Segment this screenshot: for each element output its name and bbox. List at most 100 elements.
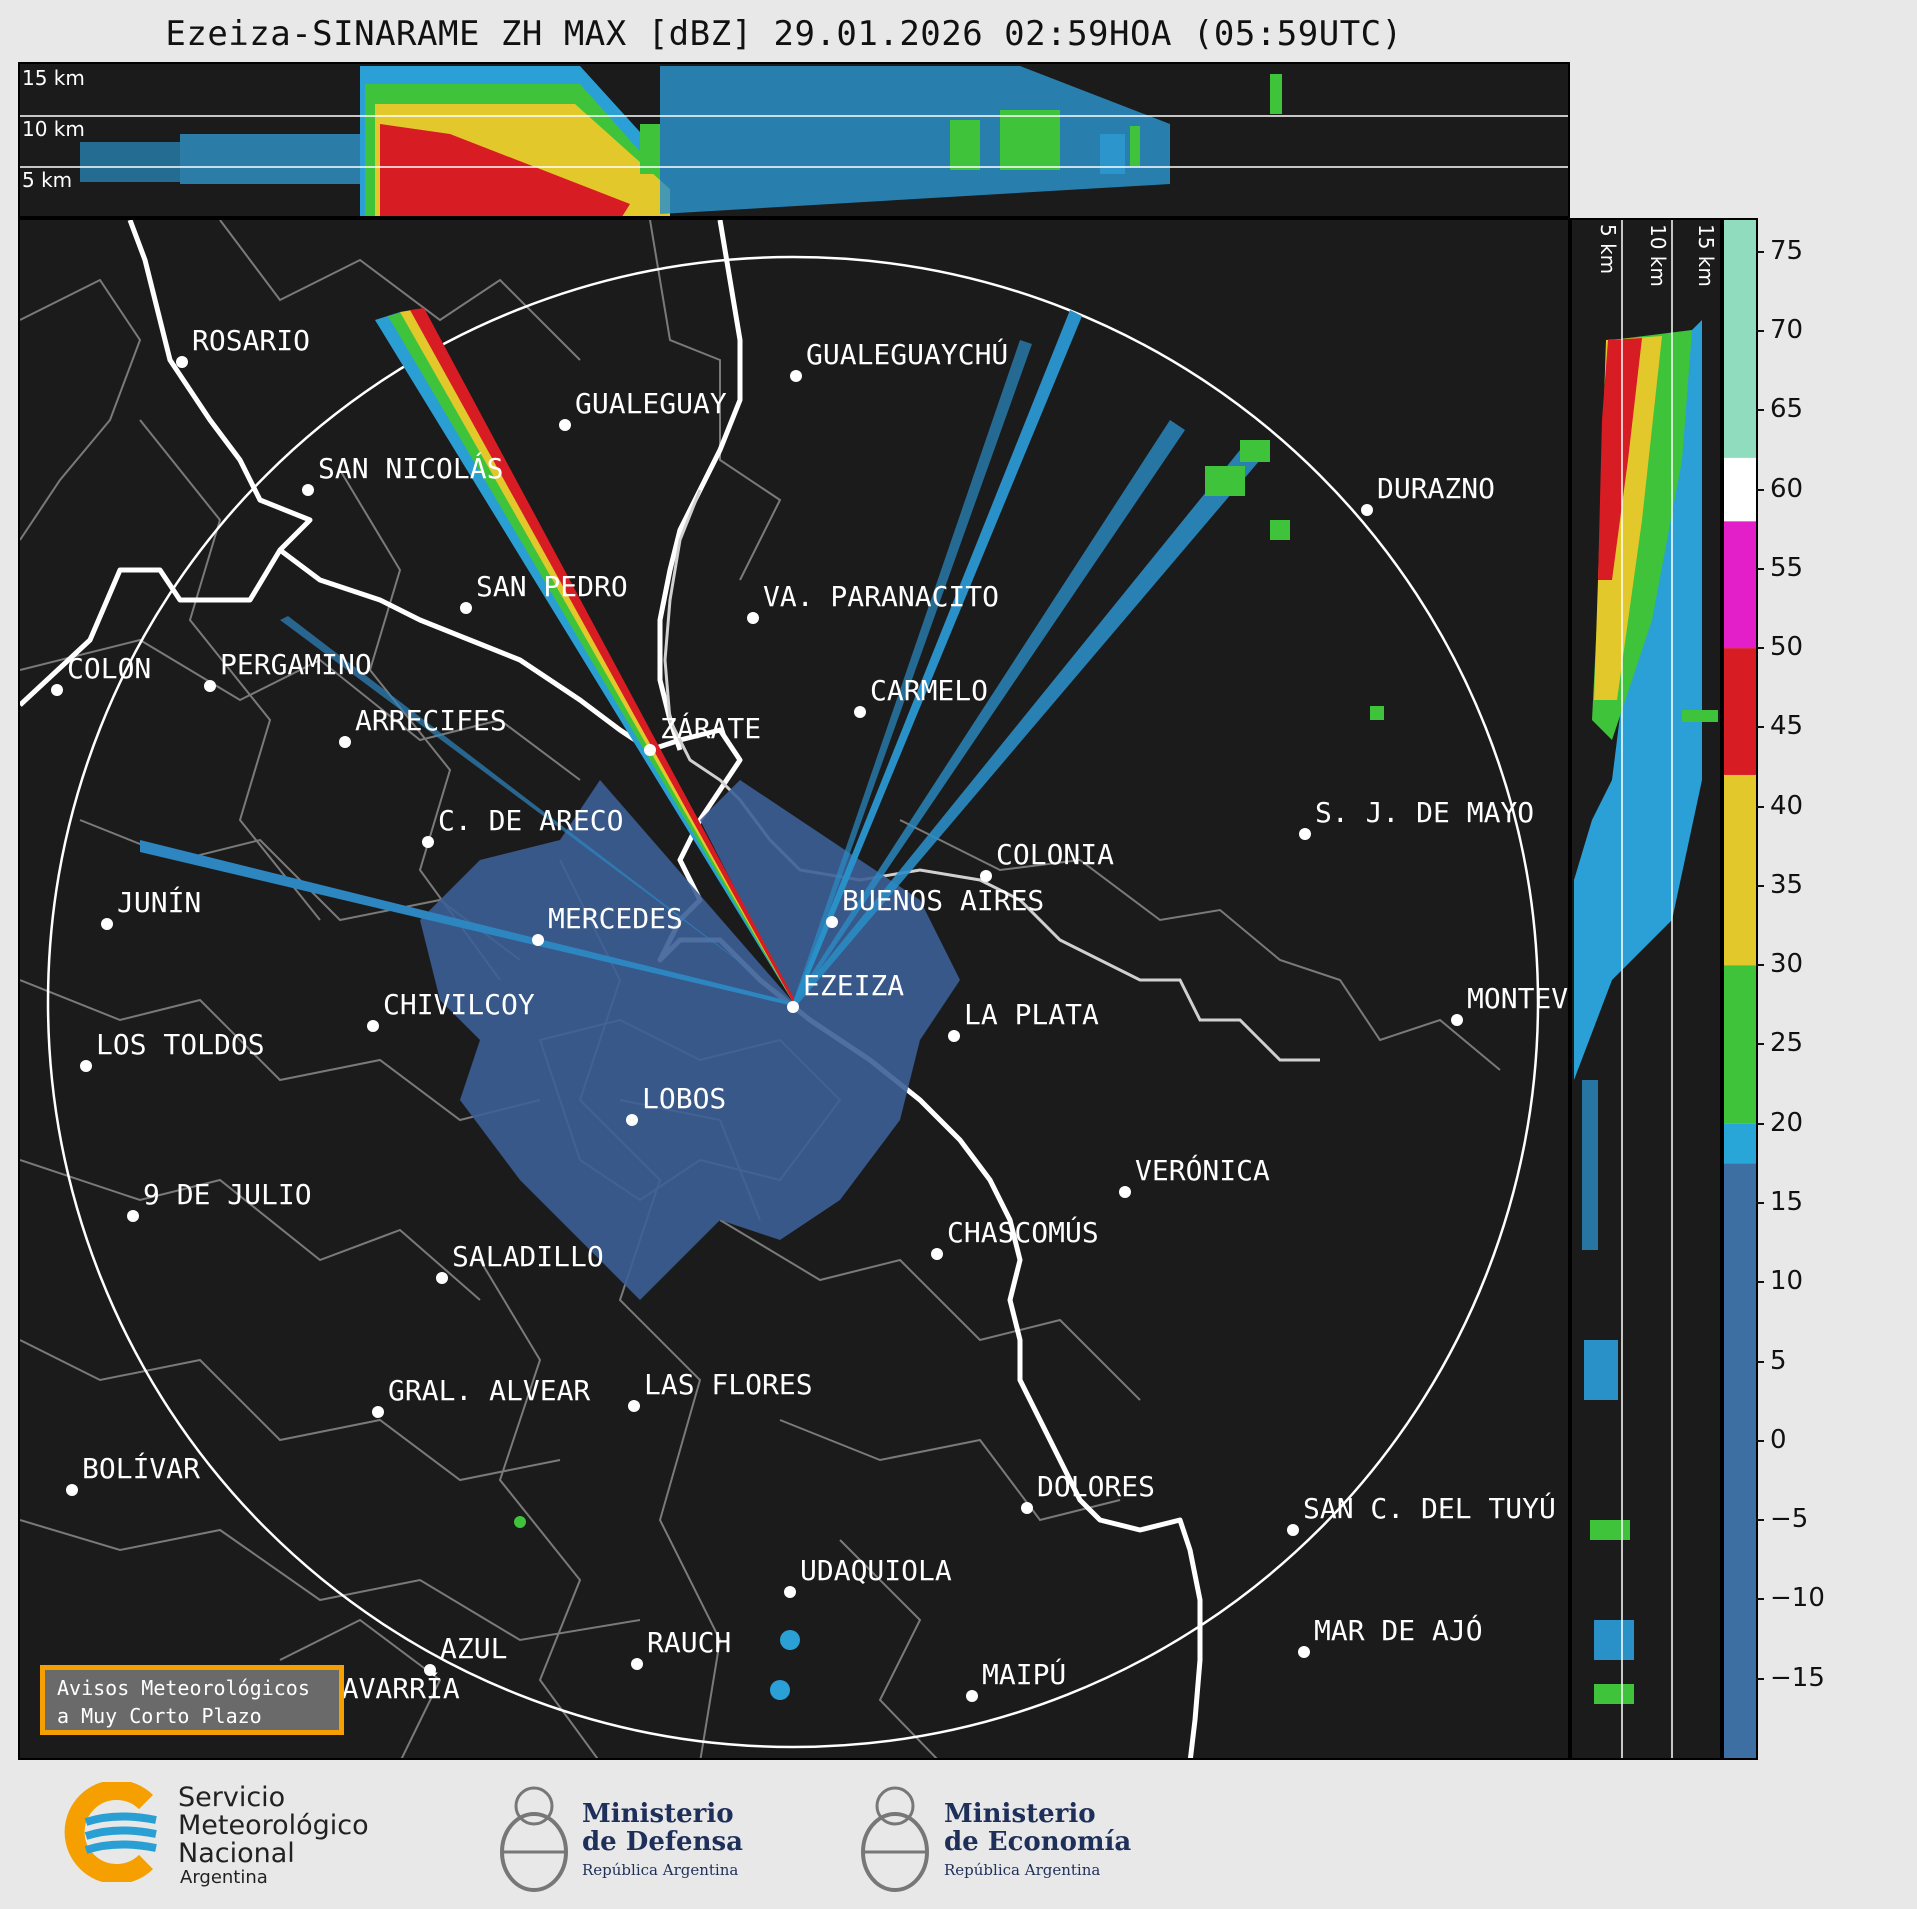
city-dot (424, 1664, 436, 1676)
city-label-dolores: DOLORES (1037, 1470, 1155, 1503)
defensa-line-1: Ministerio (582, 1799, 734, 1829)
economia-line-2: de Economía (944, 1827, 1132, 1857)
colorbar-band (1724, 220, 1756, 458)
city-dot (66, 1484, 78, 1496)
colorbar-tick-label: 45 (1755, 711, 1804, 742)
smn-logo-icon (64, 1782, 157, 1882)
colorbar-tick-label: 50 (1755, 632, 1804, 663)
city-label-durazno: DURAZNO (1377, 472, 1495, 505)
city-label-zarate: ZÁRATE (660, 711, 761, 745)
city-dot (204, 680, 216, 692)
city-dot (626, 1114, 638, 1126)
top-height-label-10: 10 km (22, 117, 85, 141)
colorbar-tick-text: 50 (1770, 632, 1804, 663)
top-height-label-5: 5 km (22, 168, 73, 192)
colorbar-tick-label: 65 (1755, 394, 1804, 425)
city-label-bolivar: BOLÍVAR (82, 1451, 200, 1485)
colorbar-tick-text: 10 (1770, 1266, 1804, 1297)
colorbar-tick-text: −5 (1770, 1504, 1809, 1535)
city-label-chascomus: CHASCOMÚS (947, 1215, 1099, 1249)
city-label-mar-de-ajo: MAR DE AJÓ (1314, 1613, 1483, 1647)
city-label-colonia: COLONIA (996, 838, 1114, 871)
colorbar-band (1724, 1163, 1756, 1758)
city-dot (948, 1030, 960, 1042)
colorbar-tick-text: 65 (1770, 394, 1804, 425)
argentina-shield-icon (500, 1786, 568, 1892)
city-label-arrecifes: ARRECIFES (355, 704, 507, 737)
radar-map-plot: ROSARIO GUALEGUAYCHÚ GUALEGUAY SAN NICOL… (20, 220, 1570, 1758)
colorbar-tick-label: 60 (1755, 473, 1804, 504)
uruguay-coast (663, 489, 1320, 1062)
city-dot (460, 602, 472, 614)
radar-echoes (140, 308, 1384, 1700)
city-label-gualeguay: GUALEGUAY (575, 387, 727, 420)
city-dot (1021, 1502, 1033, 1514)
colorbar-tick-text: 35 (1770, 869, 1804, 900)
map-title: Ezeiza-SINARAME ZH MAX [dBZ] 29.01.2026 … (165, 14, 1403, 54)
city-label-montevideo: MONTEVIDEO (1467, 982, 1570, 1015)
side-echo-band (1574, 320, 1718, 1704)
colorbar-tick-text: 75 (1770, 235, 1804, 266)
colorbar-band (1724, 1123, 1756, 1164)
colorbar-tick-label: −15 (1756, 1662, 1825, 1693)
city-dot (559, 419, 571, 431)
colorbar-tick-text: 25 (1770, 1028, 1804, 1059)
city-label-mercedes: MERCEDES (548, 902, 683, 935)
colorbar-tick-text: −10 (1770, 1583, 1825, 1614)
city-label-rauch: RAUCH (647, 1626, 731, 1659)
colorbar-tick-text: 40 (1770, 790, 1804, 821)
city-dot (532, 934, 544, 946)
smn-line-2: Meteorológico (178, 1810, 369, 1841)
city-label-gualeguaychu: GUALEGUAYCHÚ (806, 337, 1008, 371)
economia-line-3: República Argentina (944, 1861, 1101, 1879)
colorbar-tick-label: 75 (1755, 235, 1804, 266)
city-dot (1119, 1186, 1131, 1198)
notice-box[interactable]: Avisos Meteorológicos a Muy Corto Plazo (40, 1665, 344, 1735)
colorbar-tick-text: −15 (1770, 1662, 1825, 1693)
range-ring (46, 255, 1540, 1749)
city-label-udaquiola: UDAQUIOLA (800, 1554, 952, 1587)
city-label-va-paranacito: VA. PARANACITO (763, 580, 999, 613)
side-height-label-10: 10 km (1646, 224, 1670, 287)
colorbar-tick-text: 60 (1770, 473, 1804, 504)
colorbar-tick-label: 55 (1755, 552, 1804, 583)
colorbar-tick-text: 55 (1770, 552, 1804, 583)
city-dot (101, 918, 113, 930)
colorbar-band (1724, 457, 1756, 522)
colorbar-tick-label: 35 (1755, 869, 1804, 900)
city-label-las-flores: LAS FLORES (644, 1368, 813, 1401)
colorbar-band (1724, 648, 1756, 775)
city-dot (367, 1020, 379, 1032)
colorbar-tick-label: 0 (1756, 1425, 1787, 1455)
city-dot (787, 1001, 799, 1013)
city-label-saladillo: SALADILLO (452, 1240, 604, 1273)
economia-line-1: Ministerio (944, 1799, 1096, 1829)
city-dot (784, 1586, 796, 1598)
colorbar-tick-text: 45 (1770, 711, 1804, 742)
city-dot (980, 870, 992, 882)
top-cross-section-panel: 15 km 10 km 5 km (18, 62, 1570, 218)
radar-map: ROSARIO GUALEGUAYCHÚ GUALEGUAY SAN NICOL… (18, 218, 1570, 1760)
city-dot (80, 1060, 92, 1072)
side-height-label-5: 5 km (1596, 224, 1620, 275)
city-dot (826, 916, 838, 928)
colorbar-band (1724, 521, 1756, 649)
city-label-los-toldos: LOS TOLDOS (96, 1028, 265, 1061)
top-height-label-15: 15 km (22, 66, 85, 90)
city-dot (51, 684, 63, 696)
city-label-veronica: VERÓNICA (1135, 1153, 1270, 1187)
city-label-san-nicolas: SAN NICOLÁS (318, 451, 503, 485)
city-dot (339, 736, 351, 748)
city-markers: ROSARIO GUALEGUAYCHÚ GUALEGUAY SAN NICOL… (51, 324, 1570, 1716)
city-dot (1298, 1646, 1310, 1658)
colorbar-tick-label: 25 (1755, 1028, 1804, 1059)
colorbar-tick-label: 5 (1756, 1345, 1787, 1376)
notice-line-2: a Muy Corto Plazo (57, 1704, 262, 1728)
colorbar-band (1724, 965, 1756, 1124)
colorbar-tick-text: 5 (1770, 1345, 1787, 1376)
city-label-carmelo: CARMELO (870, 674, 988, 707)
city-dot (1451, 1014, 1463, 1026)
city-label-pergamino: PERGAMINO (220, 648, 372, 681)
colorbar-tick-label: 20 (1755, 1108, 1803, 1138)
colorbar-tick-label: −5 (1755, 1504, 1809, 1535)
